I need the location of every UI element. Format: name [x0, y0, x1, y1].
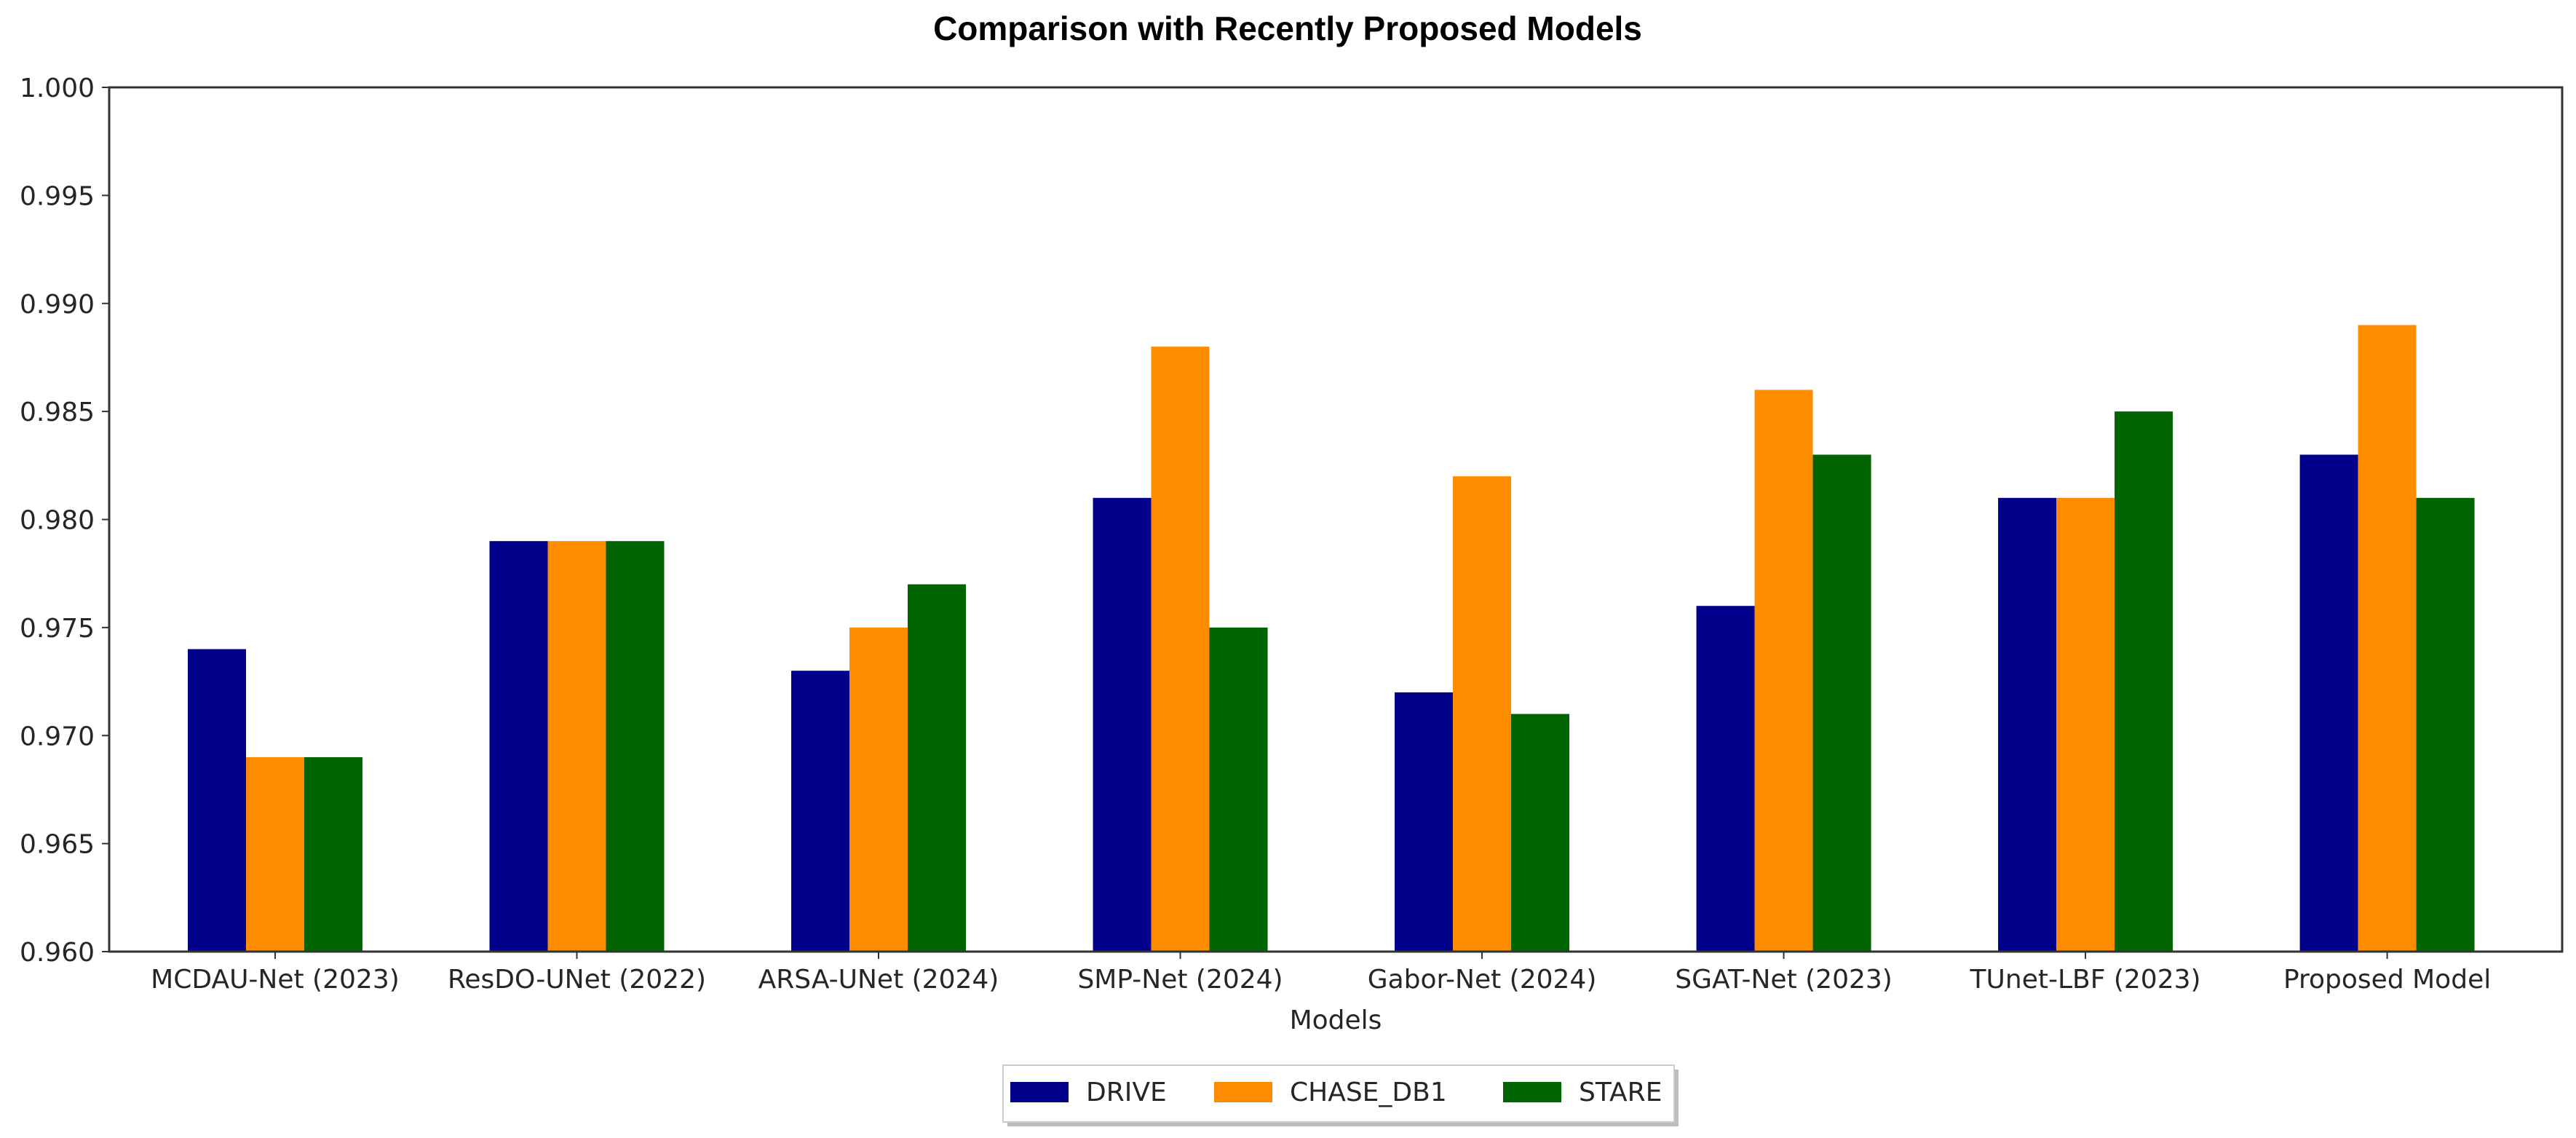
bar-stare-tunet-lbf-2023	[2115, 411, 2173, 952]
bar-drive-arsa-unet-2024	[791, 671, 850, 952]
bar-chase-db1-tunet-lbf-2023	[2056, 497, 2115, 952]
y-tick-label: 0.970	[20, 722, 95, 751]
y-tick-label: 0.975	[20, 614, 95, 644]
bar-chase-db1-proposed-model	[2358, 325, 2417, 952]
x-tick-label: Proposed Model	[2283, 965, 2491, 995]
bar-chase-db1-arsa-unet-2024	[849, 627, 908, 952]
bars-layer	[187, 325, 2475, 952]
x-tick-label: TUnet-LBF (2023)	[1970, 965, 2201, 995]
bar-stare-proposed-model	[2416, 497, 2475, 952]
legend-label-chase-db1: CHASE_DB1	[1290, 1078, 1447, 1107]
y-tick-label: 1.000	[20, 74, 95, 103]
bar-stare-smp-net-2024	[1209, 627, 1268, 952]
x-tick-label: SGAT-Net (2023)	[1675, 965, 1893, 995]
bar-stare-sgat-net-2023	[1812, 454, 1871, 952]
bar-chase-db1-mcdau-net-2023	[245, 756, 304, 952]
plot-frame	[108, 86, 2564, 953]
y-tick-label: 0.995	[20, 181, 95, 211]
bar-chase-db1-resdo-unet-2022	[547, 541, 606, 952]
y-tick-label: 0.985	[20, 398, 95, 427]
y-tick-label: 0.965	[20, 830, 95, 860]
legend-swatch-drive	[1010, 1082, 1069, 1102]
bar-stare-gabor-net-2024	[1511, 714, 1570, 952]
y-tick-label: 0.960	[20, 938, 95, 968]
bar-chase-db1-gabor-net-2024	[1453, 476, 1512, 952]
bar-stare-arsa-unet-2024	[908, 584, 967, 952]
legend-label-drive: DRIVE	[1086, 1078, 1167, 1107]
bar-drive-proposed-model	[2299, 454, 2358, 952]
bar-chase-db1-smp-net-2024	[1151, 347, 1210, 952]
x-tick-label: ARSA-UNet (2024)	[758, 965, 999, 995]
legend-entries: DRIVE CHASE_DB1 STARE	[1010, 1078, 1662, 1107]
legend-swatch-chase-db1	[1214, 1082, 1272, 1102]
bar-chase-db1-sgat-net-2023	[1754, 390, 1813, 952]
x-tick-label: SMP-Net (2024)	[1077, 965, 1283, 995]
bar-drive-mcdau-net-2023	[187, 649, 246, 952]
bar-stare-resdo-unet-2022	[606, 541, 665, 952]
bar-drive-sgat-net-2023	[1696, 606, 1755, 952]
y-tick-label: 0.990	[20, 290, 95, 320]
bar-stare-mcdau-net-2023	[304, 756, 362, 952]
y-axis: 0.960 0.965 0.970 0.975 0.980 0.985 0.990 0.995…	[20, 74, 109, 968]
bar-drive-resdo-unet-2022	[489, 541, 548, 952]
legend-frame	[1002, 1064, 1675, 1123]
chart-title: Comparison with Recently Proposed Models	[933, 9, 1642, 47]
x-tick-label: ResDO-UNet (2022)	[448, 965, 706, 995]
x-axis: MCDAU-Net (2023) ResDO-UNet (2022) ARSA-UN…	[151, 952, 2491, 995]
bar-drive-smp-net-2024	[1093, 497, 1152, 952]
x-axis-label: Models	[1290, 1005, 1382, 1035]
legend: DRIVE CHASE_DB1 STARE	[1002, 1064, 1679, 1126]
y-tick-label: 0.980	[20, 506, 95, 536]
legend-label-stare: STARE	[1579, 1078, 1662, 1107]
legend-swatch-stare	[1503, 1082, 1561, 1102]
bar-drive-gabor-net-2024	[1395, 692, 1454, 952]
x-tick-label: MCDAU-Net (2023)	[151, 965, 400, 995]
bar-drive-tunet-lbf-2023	[1998, 497, 2057, 952]
x-tick-label: Gabor-Net (2024)	[1368, 965, 1597, 995]
